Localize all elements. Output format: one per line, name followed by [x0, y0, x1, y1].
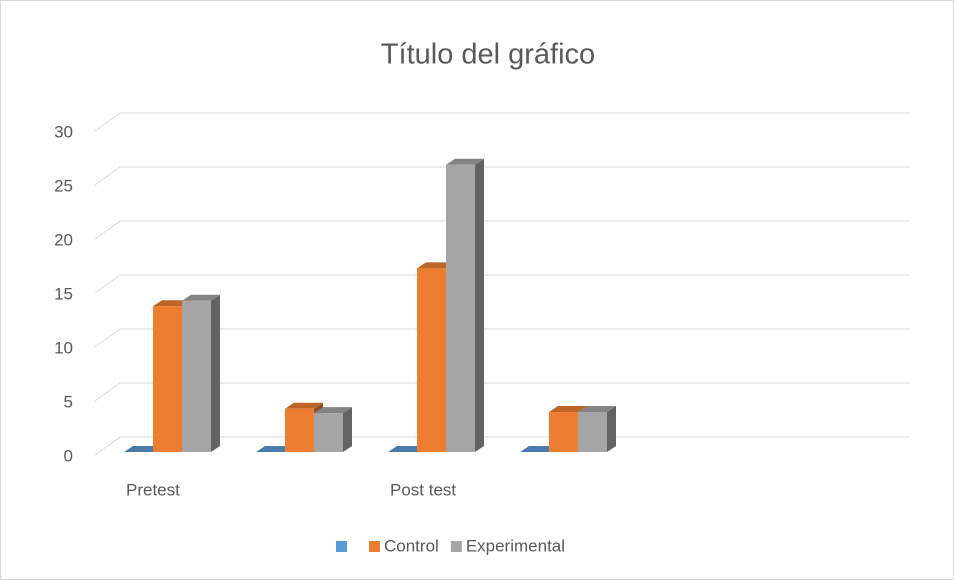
legend-label: Control: [384, 536, 439, 555]
bar-side: [343, 407, 352, 452]
bar-side: [475, 158, 484, 452]
y-tick-label: 0: [64, 446, 73, 465]
grid-line: [94, 382, 910, 402]
bar-top: [520, 446, 558, 452]
bar-top: [578, 406, 616, 413]
bar: [446, 164, 475, 452]
grid-line: [94, 166, 910, 186]
bar: [314, 413, 343, 452]
legend-swatch: [369, 541, 380, 552]
bar-top: [182, 294, 220, 301]
bar-top: [417, 262, 455, 269]
y-tick-label: 5: [64, 392, 73, 411]
y-tick-label: 10: [54, 338, 73, 357]
legend-label: Experimental: [466, 536, 565, 555]
bar-top: [388, 446, 426, 452]
bar-top: [314, 407, 352, 414]
x-tick-label: Post test: [390, 480, 456, 499]
bar-top: [285, 402, 323, 409]
grid-line: [94, 436, 910, 456]
bar: [578, 412, 607, 452]
bar-top: [124, 446, 162, 452]
y-tick-label: 30: [54, 122, 73, 141]
bar: [182, 300, 211, 452]
bar-top: [256, 446, 294, 452]
bar: [285, 408, 314, 452]
bar-top: [549, 406, 587, 413]
y-tick-label: 25: [54, 176, 73, 195]
legend-swatch: [336, 541, 347, 552]
bar-side: [211, 294, 220, 452]
bar: [549, 412, 578, 452]
y-tick-label: 20: [54, 230, 73, 249]
grid-line: [94, 112, 910, 132]
bar-top: [153, 300, 191, 307]
legend-swatch: [450, 541, 462, 552]
y-tick-label: 15: [54, 284, 73, 303]
grid-line: [94, 328, 910, 348]
bar: [153, 306, 182, 452]
chart-title: Título del gráfico: [381, 39, 595, 71]
grid-line: [94, 220, 910, 240]
bar: [417, 268, 446, 452]
bar-top: [446, 158, 484, 165]
grid-line: [94, 274, 910, 294]
x-tick-label: Pretest: [126, 480, 180, 499]
bar-side: [607, 406, 616, 452]
